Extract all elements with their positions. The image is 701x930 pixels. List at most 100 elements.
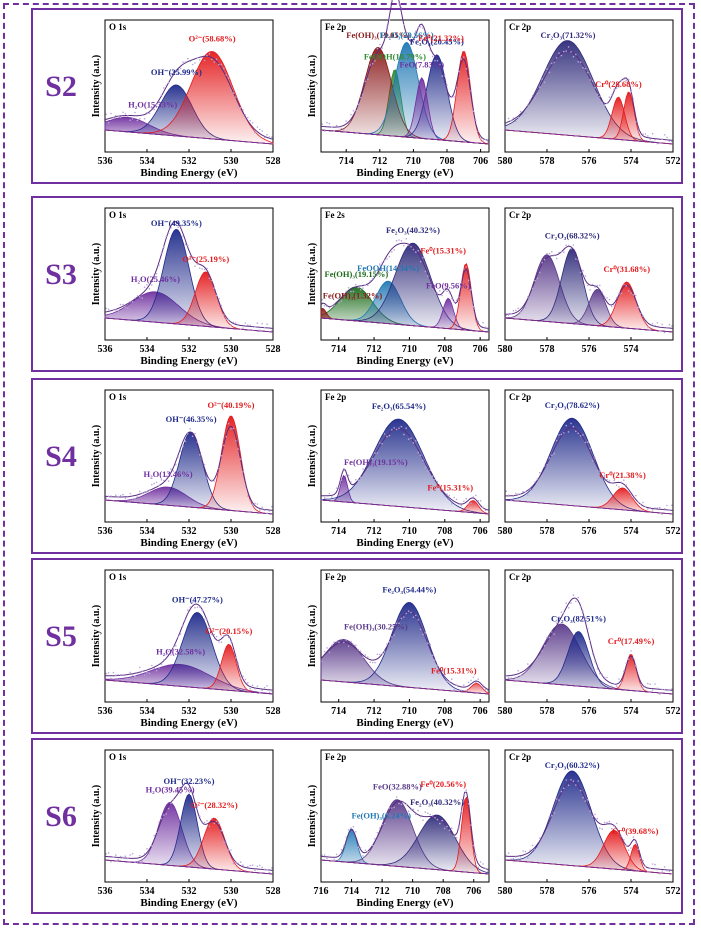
raw-data-point	[148, 112, 151, 115]
raw-data-point	[434, 816, 436, 819]
raw-data-point	[110, 860, 112, 863]
raw-data-point	[379, 827, 381, 829]
x-tick-label: 708	[440, 156, 455, 167]
raw-data-point	[129, 119, 131, 121]
raw-data-point	[647, 135, 649, 137]
raw-data-point	[232, 649, 235, 651]
raw-data-point	[603, 676, 606, 679]
raw-data-point	[127, 115, 129, 117]
raw-data-point	[615, 87, 618, 89]
raw-data-point	[608, 480, 611, 482]
x-tick-label: 714	[331, 526, 346, 537]
raw-data-point	[350, 481, 352, 483]
x-tick-label: 532	[182, 344, 197, 355]
raw-data-point	[403, 244, 405, 247]
raw-data-point	[256, 503, 259, 505]
raw-data-point	[543, 834, 546, 837]
raw-data-point	[155, 831, 158, 833]
background-line	[320, 129, 490, 145]
raw-data-point	[484, 326, 487, 328]
peak-label: Fe(OH)₃(19.15%)	[325, 269, 389, 279]
raw-data-point	[565, 779, 567, 781]
xps-panel: 580 578 576 574 572 Cr 2p Cr₂O₃(82.51%) Cr⁰(17.…	[498, 569, 681, 717]
raw-data-point	[129, 492, 131, 495]
raw-data-point	[551, 62, 553, 65]
raw-data-point	[472, 676, 475, 679]
raw-data-point	[338, 301, 340, 304]
raw-data-point	[654, 324, 656, 327]
x-axis-label: Binding Energy (eV)	[356, 355, 454, 367]
raw-data-point	[117, 495, 119, 498]
raw-data-point	[143, 853, 146, 855]
raw-data-point	[613, 304, 615, 307]
raw-data-point	[627, 658, 630, 660]
raw-data-point	[572, 425, 575, 428]
panel-element-title: Cr 2p	[509, 22, 531, 32]
raw-data-point	[153, 667, 155, 669]
raw-data-point	[458, 827, 460, 829]
raw-data-point	[434, 659, 436, 661]
raw-data-point	[218, 641, 220, 643]
raw-data-point	[400, 6, 403, 9]
raw-data-point	[647, 326, 649, 328]
x-tick-label: 710	[405, 886, 420, 897]
raw-data-point	[451, 96, 453, 99]
peak-label: Cr⁰(28.68%)	[595, 79, 642, 89]
raw-data-point	[170, 468, 172, 470]
raw-data-point	[563, 50, 565, 53]
raw-data-point	[165, 235, 167, 238]
x-axis-label: Binding Energy (eV)	[140, 167, 238, 179]
raw-data-point	[206, 820, 208, 822]
xps-panel: 714 712 710 708 706 Fe 2p Binding Energy (eV) I…	[307, 569, 490, 729]
raw-data-point	[570, 779, 572, 781]
raw-data-point	[524, 850, 527, 853]
raw-data-point	[381, 47, 383, 49]
raw-data-point	[340, 300, 343, 302]
peak-label: O²⁻(25.19%)	[182, 254, 229, 264]
envelope-line	[320, 0, 490, 141]
raw-data-point	[266, 685, 268, 687]
raw-data-point	[644, 865, 647, 867]
peak-label: Cr⁰(39.68%)	[612, 826, 659, 836]
raw-data-point	[596, 817, 599, 820]
peak-label: OH⁻(47.27%)	[172, 594, 223, 604]
raw-data-point	[343, 293, 345, 296]
raw-data-point	[338, 859, 340, 861]
raw-data-point	[326, 647, 328, 649]
raw-data-point	[268, 691, 271, 694]
raw-data-point	[663, 134, 666, 136]
raw-data-point	[242, 471, 244, 473]
raw-data-point	[570, 248, 572, 250]
raw-data-point	[333, 641, 335, 643]
raw-data-point	[268, 871, 271, 874]
raw-data-point	[146, 847, 148, 850]
raw-data-point	[136, 496, 139, 498]
raw-data-point	[393, 806, 395, 809]
x-tick-label: 534	[140, 344, 155, 355]
raw-data-point	[225, 436, 227, 438]
raw-data-point	[671, 688, 673, 690]
x-tick-label: 580	[498, 706, 513, 717]
raw-data-point	[127, 677, 129, 680]
envelope-line	[104, 55, 274, 140]
raw-data-point	[651, 132, 654, 135]
peak-label: Cr⁰(21.38%)	[599, 470, 646, 480]
raw-data-point	[170, 227, 172, 229]
raw-data-point	[227, 318, 230, 321]
raw-data-point	[517, 116, 519, 119]
raw-data-point	[524, 307, 527, 309]
x-tick-label: 536	[98, 886, 113, 897]
raw-data-point	[410, 437, 412, 439]
raw-data-point	[601, 673, 603, 676]
raw-data-point	[371, 844, 374, 847]
raw-data-point	[651, 323, 654, 325]
envelope-line	[320, 610, 490, 691]
raw-data-point	[671, 504, 673, 507]
panel-element-title: Cr 2p	[509, 392, 531, 402]
raw-data-point	[201, 268, 203, 270]
raw-data-point	[148, 852, 151, 855]
raw-data-point	[470, 90, 472, 92]
raw-data-point	[383, 822, 386, 825]
raw-data-point	[625, 662, 627, 665]
raw-data-point	[407, 810, 410, 813]
